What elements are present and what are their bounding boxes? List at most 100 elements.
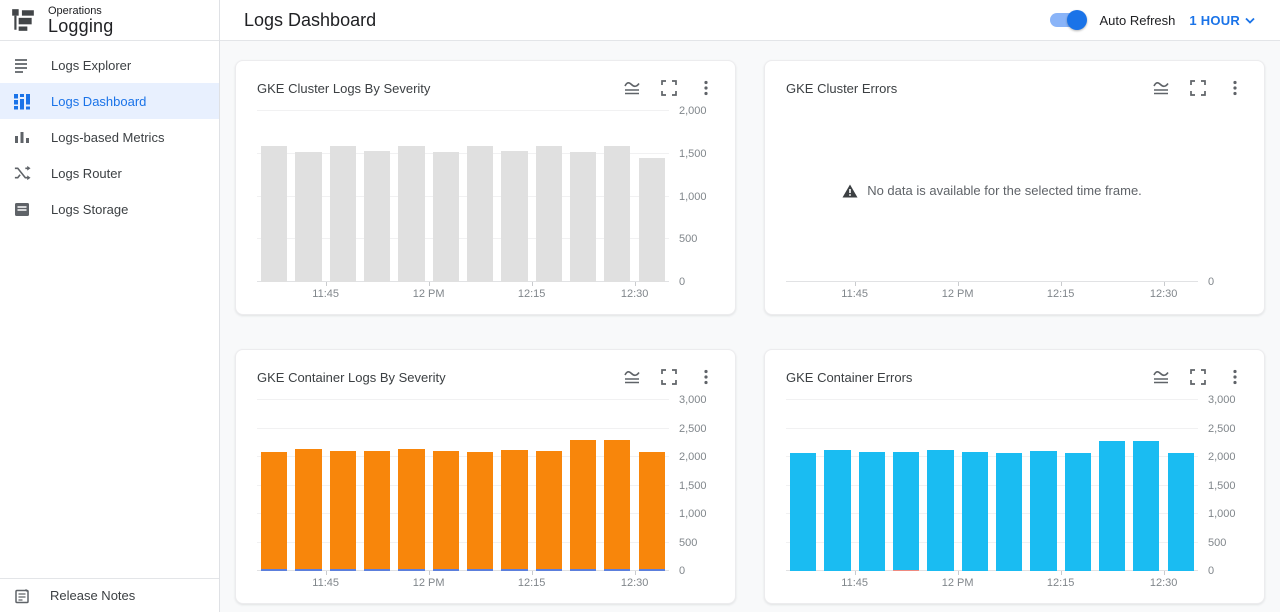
chart-card: GKE Container Logs By Severity 11:45 12 P… (235, 349, 736, 604)
bar-segment (570, 151, 597, 282)
x-tick-mark (1163, 282, 1165, 286)
x-axis-baseline (786, 281, 1198, 282)
chart-card: GKE Cluster Errors No data is available … (764, 60, 1265, 315)
y-tick-label: 1,000 (679, 508, 707, 520)
bar-segment (261, 451, 288, 570)
bar-slot (600, 400, 634, 571)
y-tick-label: 0 (1208, 276, 1215, 288)
area-chart-icon[interactable] (623, 79, 641, 97)
bar-segment (295, 448, 322, 570)
sidebar-spacer (0, 227, 219, 578)
x-tick-mark (957, 282, 959, 286)
gridline (257, 152, 669, 154)
sidebar-item-logs-dashboard[interactable]: Logs Dashboard (0, 83, 219, 119)
bar-slot (532, 111, 566, 282)
bar-segment (604, 569, 631, 571)
plot-area (257, 110, 669, 286)
chart-card-header: GKE Container Errors (786, 366, 1244, 388)
chart-body: No data is available for the selected ti… (786, 111, 1244, 304)
bar-segment (535, 569, 562, 571)
gridline (257, 238, 669, 240)
x-axis-labels: 11:45 12 PM 12:15 12:30 (786, 571, 1198, 593)
bar-segment (1030, 450, 1057, 571)
fullscreen-icon[interactable] (660, 368, 678, 386)
x-tick-mark (1060, 571, 1062, 575)
x-tick-label: 12:15 (517, 577, 546, 589)
gridline (257, 513, 669, 514)
plot-column: 11:45 12 PM 12:15 12:30 (786, 399, 1198, 593)
fullscreen-icon[interactable] (1189, 368, 1207, 386)
area-chart-icon[interactable] (623, 368, 641, 386)
bar-segment (790, 452, 817, 571)
bar-slot (257, 111, 291, 282)
fullscreen-icon[interactable] (660, 79, 678, 97)
bar-slot (1026, 400, 1060, 571)
area-chart-icon[interactable] (1152, 368, 1170, 386)
bar (295, 448, 322, 571)
release-notes-icon (14, 588, 30, 604)
sidebar-item-label: Logs Dashboard (51, 93, 147, 109)
bar-slot (326, 111, 360, 282)
x-tick-label: 11:45 (841, 577, 869, 589)
bar-slot (1129, 400, 1163, 571)
chart-body: 11:45 12 PM 12:15 12:30 0 500 1,000 1,500 2,000… (257, 394, 715, 593)
bar (1133, 441, 1160, 571)
bar-segment (858, 451, 885, 571)
x-tick-label: 12:30 (1149, 288, 1178, 300)
x-tick-label: 12:30 (620, 288, 649, 300)
bar-segment (501, 449, 528, 570)
bar-slot (635, 400, 669, 571)
y-tick-label: 2,000 (1208, 451, 1236, 463)
bar (638, 158, 665, 282)
y-tick-label: 500 (679, 233, 698, 246)
sidebar-item-logs-router[interactable]: Logs Router (0, 155, 219, 191)
bar (432, 450, 459, 571)
product-name: Operations Logging (48, 4, 113, 36)
sidebar-item-release-notes[interactable]: Release Notes (0, 578, 219, 612)
bar-segment (398, 449, 425, 570)
bar-series (257, 111, 669, 282)
bar (364, 150, 391, 282)
bar (467, 146, 494, 282)
logs-explorer-icon (13, 56, 31, 74)
sidebar-item-label: Release Notes (50, 588, 136, 603)
bar-segment (432, 450, 459, 570)
y-axis-labels: 0 500 1,000 1,500 2,000 2,500 3,000 (1198, 394, 1244, 577)
chart-card-header: GKE Container Logs By Severity (257, 366, 715, 388)
sidebar-item-label: Logs-based Metrics (51, 129, 165, 145)
x-tick-mark (428, 282, 430, 286)
logging-logo-icon (10, 7, 36, 33)
chart-card-header: GKE Cluster Errors (786, 77, 1244, 99)
chart-card-actions (623, 368, 715, 386)
gridline (257, 427, 669, 429)
sidebar-item-logs-based-metrics[interactable]: Logs-based Metrics (0, 119, 219, 155)
plot-column: No data is available for the selected ti… (786, 111, 1198, 304)
time-range-selector[interactable]: 1 HOUR (1189, 13, 1256, 28)
x-tick-label: 12:15 (1046, 288, 1075, 300)
more-vert-icon[interactable] (697, 368, 715, 386)
more-vert-icon[interactable] (1226, 79, 1244, 97)
bar (329, 450, 356, 571)
area-chart-icon[interactable] (1152, 79, 1170, 97)
bar (501, 150, 528, 282)
chevron-down-icon (1244, 15, 1256, 26)
x-tick-label: 12:15 (517, 288, 546, 300)
sidebar-item-logs-explorer[interactable]: Logs Explorer (0, 47, 219, 83)
x-tick-label: 12 PM (941, 288, 974, 300)
bar-segment (364, 450, 391, 570)
auto-refresh-toggle[interactable] (1049, 10, 1087, 30)
more-vert-icon[interactable] (1226, 368, 1244, 386)
time-range-value: 1 HOUR (1189, 12, 1240, 28)
toggle-thumb (1066, 10, 1087, 30)
bar-segment (329, 569, 356, 571)
bar-slot (566, 111, 600, 282)
bar (1030, 450, 1057, 571)
sidebar-item-logs-storage[interactable]: Logs Storage (0, 191, 219, 227)
fullscreen-icon[interactable] (1189, 79, 1207, 97)
more-vert-icon[interactable] (697, 79, 715, 97)
bar-segment (1167, 452, 1194, 571)
x-tick-mark (854, 571, 856, 575)
auto-refresh-label: Auto Refresh (1099, 12, 1176, 28)
bar-slot (889, 400, 923, 571)
